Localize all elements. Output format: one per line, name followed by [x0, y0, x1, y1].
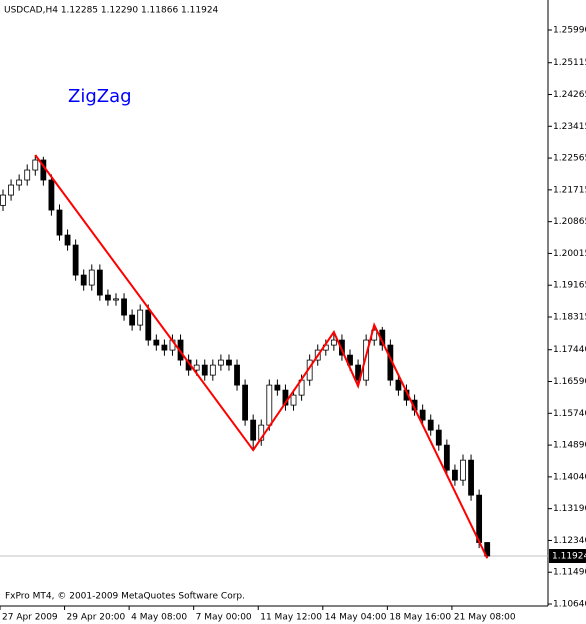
candle-body: [363, 339, 370, 381]
x-tick-label: 29 Apr 20:00: [67, 613, 126, 623]
y-tick-label: 1.19165: [553, 281, 586, 291]
y-tick-label: 1.25115: [553, 58, 586, 68]
footer: FxPro MT4, © 2001-2009 MetaQuotes Softwa…: [5, 592, 245, 602]
candle-body: [64, 234, 71, 246]
candle-body: [153, 339, 160, 346]
candle-body: [217, 359, 224, 366]
candle-body: [201, 364, 208, 376]
candle-body: [105, 294, 111, 301]
y-tick-label: 1.21715: [553, 185, 586, 195]
candle-body: [56, 209, 63, 236]
candle-body: [290, 394, 297, 406]
candle-body: [121, 298, 127, 316]
y-tick-label: 1.20015: [553, 249, 586, 259]
candle-body: [72, 244, 79, 276]
y-tick-label: 1.23415: [553, 122, 586, 132]
candle-body: [234, 364, 240, 386]
x-tick-label: 14 May 04:00: [325, 613, 387, 623]
candle-body: [395, 379, 402, 391]
y-tick-label: 1.13190: [553, 504, 586, 514]
candle-body: [137, 309, 144, 326]
candle-body: [0, 194, 6, 206]
candle-body: [8, 184, 14, 196]
candle-body: [80, 274, 87, 286]
zigzag-line: [34, 154, 489, 559]
candle-body: [250, 419, 257, 441]
y-tick-label: 1.14890: [553, 441, 586, 451]
candle-body: [419, 409, 426, 421]
candle-body: [209, 364, 216, 376]
candle-body: [435, 429, 442, 446]
y-tick-label: 1.24265: [553, 90, 586, 100]
candle-body: [274, 384, 281, 391]
x-tick-label: 7 May 00:00: [196, 613, 252, 623]
candle-body: [161, 344, 168, 351]
candle-body: [330, 339, 337, 346]
last-price-label: 1.11924: [552, 552, 586, 562]
y-tick-label: 1.18315: [553, 313, 586, 323]
y-tick-label: 1.10640: [553, 600, 586, 610]
candle-body: [427, 419, 434, 431]
candle-body: [88, 269, 95, 286]
y-tick-label: 1.15740: [553, 409, 586, 419]
candle-body: [266, 384, 273, 426]
candle-body: [226, 359, 232, 366]
x-tick-label: 18 May 16:00: [389, 613, 451, 623]
candle-body: [32, 159, 39, 171]
candle-body: [355, 364, 361, 381]
x-tick-label: 4 May 08:00: [131, 613, 187, 623]
candle-body: [145, 309, 152, 341]
candle-body: [193, 364, 200, 371]
candle-body: [258, 424, 265, 441]
candle-body: [16, 179, 23, 186]
y-tick-label: 1.12340: [553, 536, 586, 546]
candle-body: [452, 469, 458, 481]
y-tick-label: 1.17440: [553, 345, 586, 355]
candle-body: [129, 314, 136, 326]
candle-body: [476, 494, 483, 543]
x-tick-label: 27 Apr 2009: [2, 613, 58, 623]
chart-title: USDCAD,H4 1.12285 1.12290 1.11866 1.1192…: [4, 6, 219, 16]
y-tick-label: 1.22565: [553, 154, 586, 164]
y-tick-label: 1.14040: [553, 472, 586, 482]
y-tick-label: 1.16590: [553, 377, 586, 387]
candle-body: [468, 459, 474, 496]
candle-body: [242, 384, 249, 421]
x-tick-label: 21 May 08:00: [454, 613, 516, 623]
candle-body: [48, 179, 55, 211]
y-tick-label: 1.11490: [553, 568, 586, 578]
candle-body: [443, 444, 450, 471]
candle-body: [460, 459, 466, 481]
y-tick-label: 1.25990: [553, 25, 586, 35]
indicator-label: ZigZag: [68, 86, 132, 107]
candle-body: [113, 298, 119, 301]
candle-body: [96, 269, 103, 296]
candle-body: [24, 169, 31, 181]
x-tick-label: 11 May 12:00: [260, 613, 322, 623]
y-tick-label: 1.20865: [553, 217, 586, 227]
last-price-tag: [549, 549, 586, 564]
